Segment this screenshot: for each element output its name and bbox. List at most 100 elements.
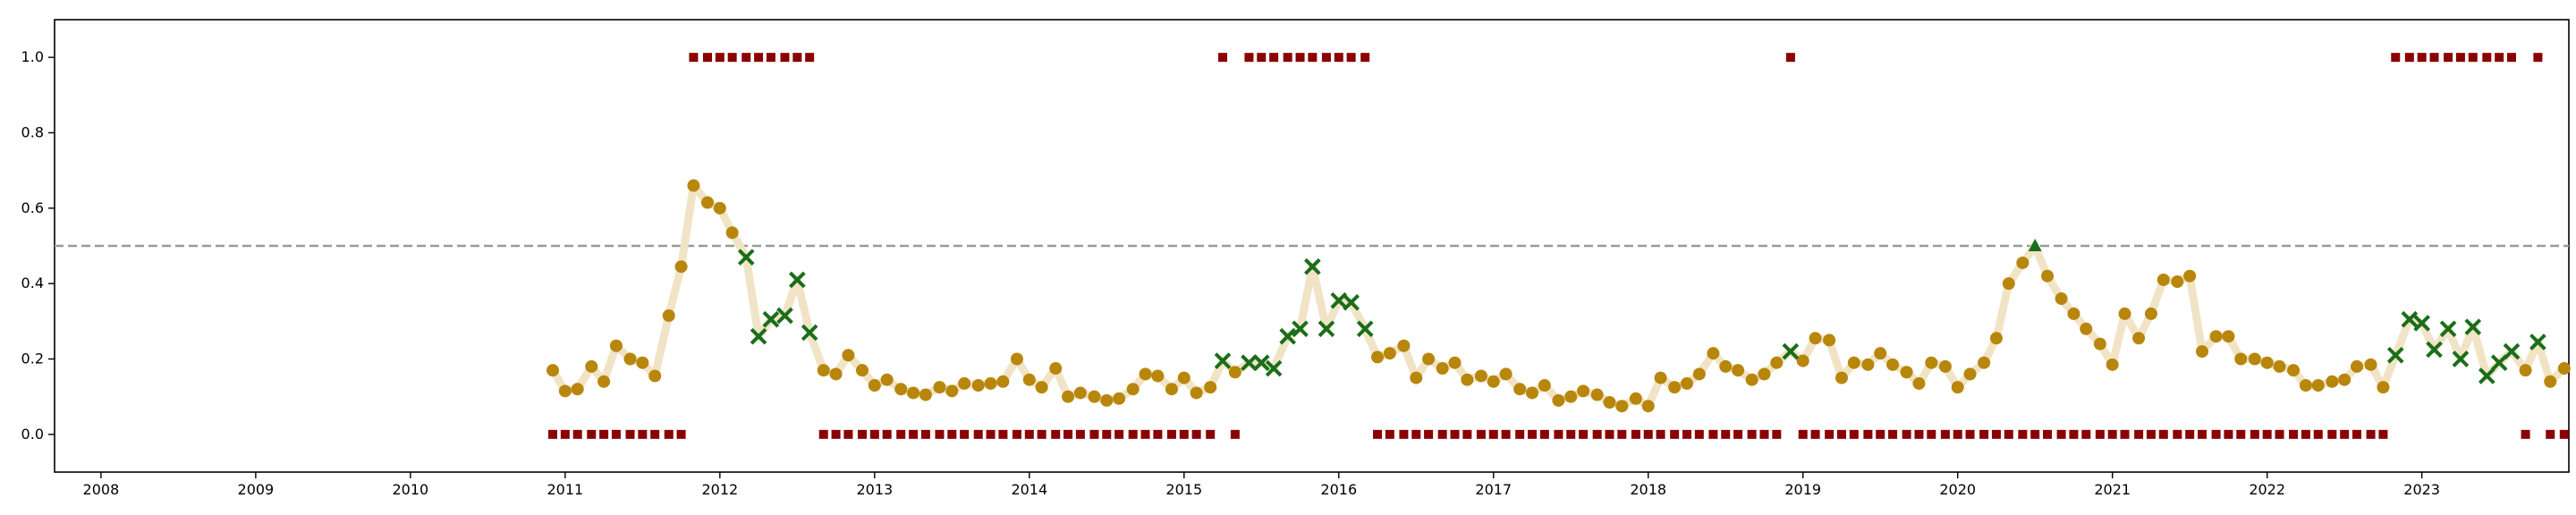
square-point xyxy=(1089,429,1099,439)
tick-layer: 2008 2009 2010 2011 2012 2013 2014 2015 2016 2017… xyxy=(21,48,2440,498)
square-point xyxy=(1437,429,1447,439)
circle-point xyxy=(1603,395,1616,409)
circle-point xyxy=(1487,375,1500,388)
circle-point xyxy=(996,375,1010,388)
square-point xyxy=(1708,429,1718,439)
square-point xyxy=(2107,429,2117,439)
square-point xyxy=(1902,429,1911,439)
circle-point xyxy=(958,376,971,390)
square-point xyxy=(1798,429,1808,439)
square-point xyxy=(689,53,699,63)
circle-point xyxy=(1410,371,1423,384)
square-point xyxy=(1360,53,1370,63)
cross-point xyxy=(750,327,767,345)
square-point xyxy=(1810,429,1820,439)
square-point xyxy=(1721,429,1731,439)
circle-point xyxy=(1062,390,1075,403)
circle-point xyxy=(1912,376,1926,390)
square-point xyxy=(2262,429,2272,439)
x-tick-label: 2021 xyxy=(2094,481,2131,498)
square-point xyxy=(780,53,790,63)
square-point xyxy=(792,53,802,63)
circle-point xyxy=(1474,369,1487,383)
circle-point xyxy=(2106,358,2119,371)
circle-point xyxy=(2080,322,2093,335)
x-tick-label: 2016 xyxy=(1320,481,1357,498)
circle-point xyxy=(1461,373,1474,386)
square-point xyxy=(2495,53,2504,63)
square-point xyxy=(638,429,648,439)
square-point xyxy=(1914,429,1924,439)
cross-point xyxy=(2503,342,2521,360)
circle-point xyxy=(1526,386,1539,400)
cross-point xyxy=(2401,310,2419,328)
y-tick-label: 0.2 xyxy=(21,350,44,367)
circle-point xyxy=(2557,362,2571,376)
circle-point xyxy=(1113,392,1126,405)
circle-point xyxy=(2519,364,2532,377)
square-point xyxy=(587,429,597,439)
x-tick-label: 2015 xyxy=(1165,481,1202,498)
square-point xyxy=(2340,429,2350,439)
circle-point xyxy=(2157,273,2170,286)
square-point xyxy=(1579,429,1589,439)
square-point xyxy=(869,429,879,439)
square-point xyxy=(2134,429,2144,439)
square-point xyxy=(2391,53,2401,63)
square-point xyxy=(1979,429,1989,439)
circle-point xyxy=(1900,366,1913,379)
circle-point xyxy=(842,349,855,362)
square-point xyxy=(2211,429,2221,439)
x-tick-label: 2023 xyxy=(2403,481,2440,498)
square-point xyxy=(676,429,686,439)
square-point xyxy=(1759,429,1769,439)
circle-point xyxy=(725,226,739,240)
square-point xyxy=(2378,429,2388,439)
square-point xyxy=(1321,53,1331,63)
square-point xyxy=(572,429,582,439)
x-tick-label: 2010 xyxy=(393,481,429,498)
square-point xyxy=(1206,429,1216,439)
circle-point xyxy=(1668,381,1682,394)
square-point xyxy=(2404,53,2414,63)
circle-point xyxy=(1371,350,1385,364)
circle-point xyxy=(1847,356,1860,369)
square-point xyxy=(805,53,815,63)
square-point xyxy=(1373,429,1383,439)
square-point xyxy=(1308,53,1318,63)
circle-point xyxy=(687,179,700,192)
x-tick-label: 2020 xyxy=(1939,481,1976,498)
square-point xyxy=(727,53,737,63)
cross-point xyxy=(2413,315,2430,332)
square-point xyxy=(2313,429,2323,439)
square-point xyxy=(1940,429,1950,439)
circle-point xyxy=(1436,362,1449,376)
square-point xyxy=(2069,429,2079,439)
circle-point xyxy=(1938,359,1952,373)
circle-point xyxy=(2311,379,2325,393)
circle-point xyxy=(2118,307,2131,320)
square-point xyxy=(1051,429,1061,439)
square-point xyxy=(1670,429,1680,439)
square-point xyxy=(2546,429,2555,439)
square-point xyxy=(857,429,867,439)
square-point xyxy=(560,429,570,439)
circle-point xyxy=(2287,364,2301,377)
circle-point xyxy=(1732,364,1745,377)
cross-point xyxy=(1279,327,1297,345)
circle-point xyxy=(945,384,959,398)
circle-point xyxy=(2338,373,2351,386)
square-point xyxy=(1102,429,1112,439)
square-point xyxy=(1836,429,1846,439)
circle-point xyxy=(817,364,830,377)
circle-point xyxy=(662,309,675,323)
circle-point xyxy=(1758,367,1771,381)
square-point xyxy=(1024,429,1034,439)
circle-point xyxy=(674,260,688,274)
square-point xyxy=(1656,429,1665,439)
x-tick-label: 2009 xyxy=(238,481,275,498)
circle-point xyxy=(636,356,649,369)
x-tick-label: 2011 xyxy=(547,481,583,498)
cross-point xyxy=(1214,352,1232,369)
circle-point xyxy=(880,373,894,386)
